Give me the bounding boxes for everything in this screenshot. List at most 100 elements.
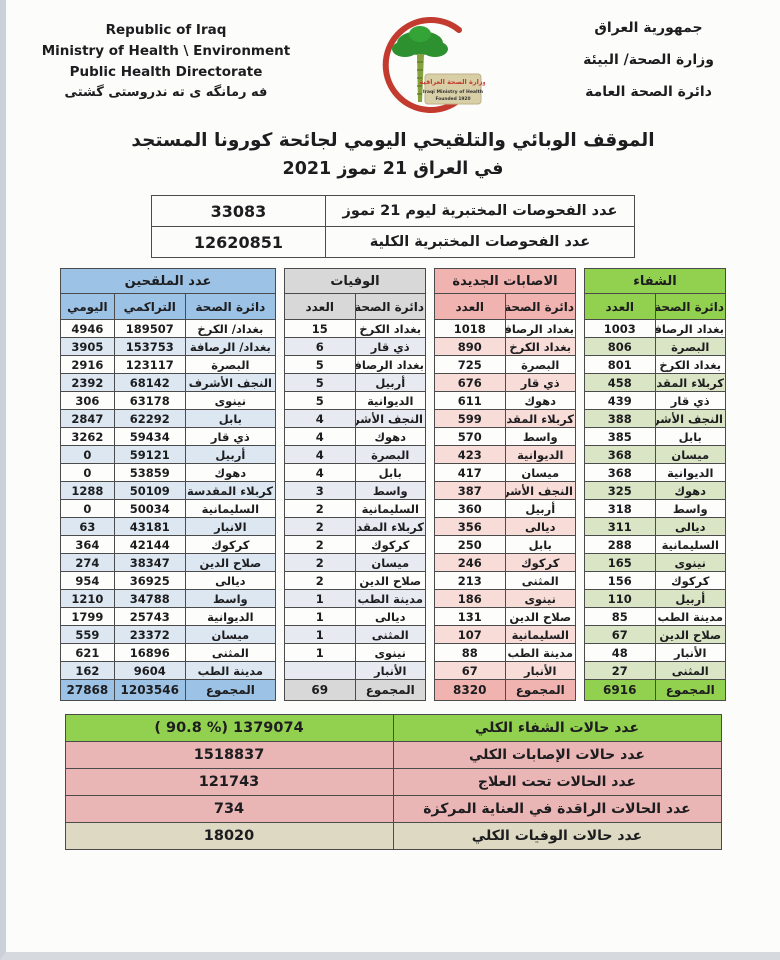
- table-row: الديوانية 5: [284, 391, 426, 410]
- value-cell: 318: [584, 499, 656, 518]
- table-row: كركوك 2: [284, 535, 426, 554]
- directorate-cell: مدينة الطب: [184, 661, 277, 680]
- table-row: الأنبار 67: [434, 661, 576, 680]
- report-header: Republic of Iraq Ministry of Health \ En…: [6, 0, 780, 116]
- directorate-cell: الأنبار: [654, 643, 726, 662]
- directorate-cell: كربلاء المقدسة: [654, 373, 726, 392]
- table-row: ذي قار 439: [584, 391, 726, 410]
- value-cell: 131: [434, 607, 506, 626]
- value-cell: 189507: [113, 319, 186, 338]
- directorate-cell: صلاح الدين: [184, 553, 277, 572]
- directorate-cell: الانبار: [184, 517, 277, 536]
- directorate-cell: ديالى: [354, 607, 426, 626]
- value-cell: 107: [434, 625, 506, 644]
- directorate-cell: واسط: [654, 499, 726, 518]
- directorate-cell: ميسان: [354, 553, 426, 572]
- directorate-cell: بابل: [504, 535, 576, 554]
- value-cell: 439: [584, 391, 656, 410]
- directorate-cell: أربيل: [654, 589, 726, 608]
- value-cell: 621: [60, 643, 115, 662]
- value-cell: 2: [284, 499, 356, 518]
- table-row: بغداد الكرخ 801: [584, 355, 726, 374]
- table-row: كركوك 42144 364: [60, 535, 277, 554]
- value-cell: 368: [584, 445, 656, 464]
- table-row: بغداد الرصافة 5: [284, 355, 426, 374]
- value-cell: 85: [584, 607, 656, 626]
- value-cell: 5: [284, 355, 356, 374]
- header-english-block: Republic of Iraq Ministry of Health \ En…: [16, 12, 316, 103]
- header-arabic-line: جمهورية العراق: [594, 20, 703, 36]
- value-cell: 67: [584, 625, 656, 644]
- value-cell: 62292: [113, 409, 186, 428]
- directorate-cell: كركوك: [654, 571, 726, 590]
- directorate-cell: النجف الأشرف: [354, 409, 426, 428]
- value-cell: 1210: [60, 589, 115, 608]
- directorate-cell: ذي قار: [654, 391, 726, 410]
- directorate-cell: المثنى: [354, 625, 426, 644]
- table-row: البصرة 806: [584, 337, 726, 356]
- total-label: المجموع: [504, 679, 576, 701]
- recovery-table: الشفاء دائرة الصحة العدد بغداد الرصافة 10…: [584, 268, 726, 701]
- directorate-cell: المثنى: [504, 571, 576, 590]
- value-cell: 67: [434, 661, 506, 680]
- directorate-cell: كركوك: [184, 535, 277, 554]
- value-cell: 368: [584, 463, 656, 482]
- value-cell: 890: [434, 337, 506, 356]
- value-cell: 306: [60, 391, 115, 410]
- column-header-cumulative: التراكمي: [113, 293, 186, 320]
- table-row: أربيل 110: [584, 589, 726, 608]
- table-row: البصرة 123117 2916: [60, 355, 277, 374]
- value-cell: 288: [584, 535, 656, 554]
- value-cell: 5: [284, 391, 356, 410]
- value-cell: 165: [584, 553, 656, 572]
- table-row: دهوك 611: [434, 391, 576, 410]
- value-cell: 6: [284, 337, 356, 356]
- value-cell: 2: [284, 535, 356, 554]
- table-row: الأنبار 48: [584, 643, 726, 662]
- value-cell: 33083: [151, 195, 326, 227]
- value-cell: 311: [584, 517, 656, 536]
- value-cell: 599: [434, 409, 506, 428]
- table-row: عدد الفحوصات المختبرية ليوم 21 تموز 33083: [151, 195, 636, 227]
- report-title: الموقف الوبائي والتلقيحي اليومي لجائحة ك…: [6, 130, 780, 179]
- value-cell: 274: [60, 553, 115, 572]
- column-header-directorate: دائرة الصحة: [504, 293, 576, 320]
- table-row: ميسان 368: [584, 445, 726, 464]
- value-cell: 9604: [113, 661, 186, 680]
- directorate-cell: البصرة: [184, 355, 277, 374]
- directorate-cell: بغداد الرصافة: [654, 319, 726, 338]
- table-row: ديالى 356: [434, 517, 576, 536]
- directorate-cell: دهوك: [354, 427, 426, 446]
- table-row: صلاح الدين 2: [284, 571, 426, 590]
- table-row: ذي قار 676: [434, 373, 576, 392]
- value-cell: 15: [284, 319, 356, 338]
- directorate-cell: بغداد الكرخ: [504, 337, 576, 356]
- table-row: واسط 3: [284, 481, 426, 500]
- value-cell: 246: [434, 553, 506, 572]
- table-row: كربلاء المقدسة599: [434, 409, 576, 428]
- total-label: المجموع: [354, 679, 426, 701]
- table-row: كربلاء المقدسة2: [284, 517, 426, 536]
- value-cell: 0: [60, 445, 115, 464]
- column-header-directorate: دائرة الصحة: [184, 293, 277, 320]
- table-row: مدينة الطب 85: [584, 607, 726, 626]
- label-cell: عدد الفحوصات المختبرية الكلية: [324, 226, 636, 258]
- directorate-cell: كربلاء المقدسة: [504, 409, 576, 428]
- value-cell: 1: [284, 643, 356, 662]
- directorate-cell: ميسان: [184, 625, 277, 644]
- table-row: بغداد الكرخ 890: [434, 337, 576, 356]
- value-cell: 68142: [113, 373, 186, 392]
- directorate-cell: واسط: [354, 481, 426, 500]
- total-value: 8320: [434, 679, 506, 701]
- value-cell: 53859: [113, 463, 186, 482]
- value-cell: 63: [60, 517, 115, 536]
- value-cell: 213: [434, 571, 506, 590]
- label-cell: عدد حالات الشفاء الكلي: [392, 714, 722, 742]
- table-row: نينوى 1: [284, 643, 426, 662]
- directorate-cell: كربلاء المقدسة: [354, 517, 426, 536]
- value-cell: 360: [434, 499, 506, 518]
- table-row: بغداد/ الرصافة 153753 3905: [60, 337, 277, 356]
- value-cell: 559: [60, 625, 115, 644]
- directorate-cell: مدينة الطب: [354, 589, 426, 608]
- table-row: صلاح الدين 38347 274: [60, 553, 277, 572]
